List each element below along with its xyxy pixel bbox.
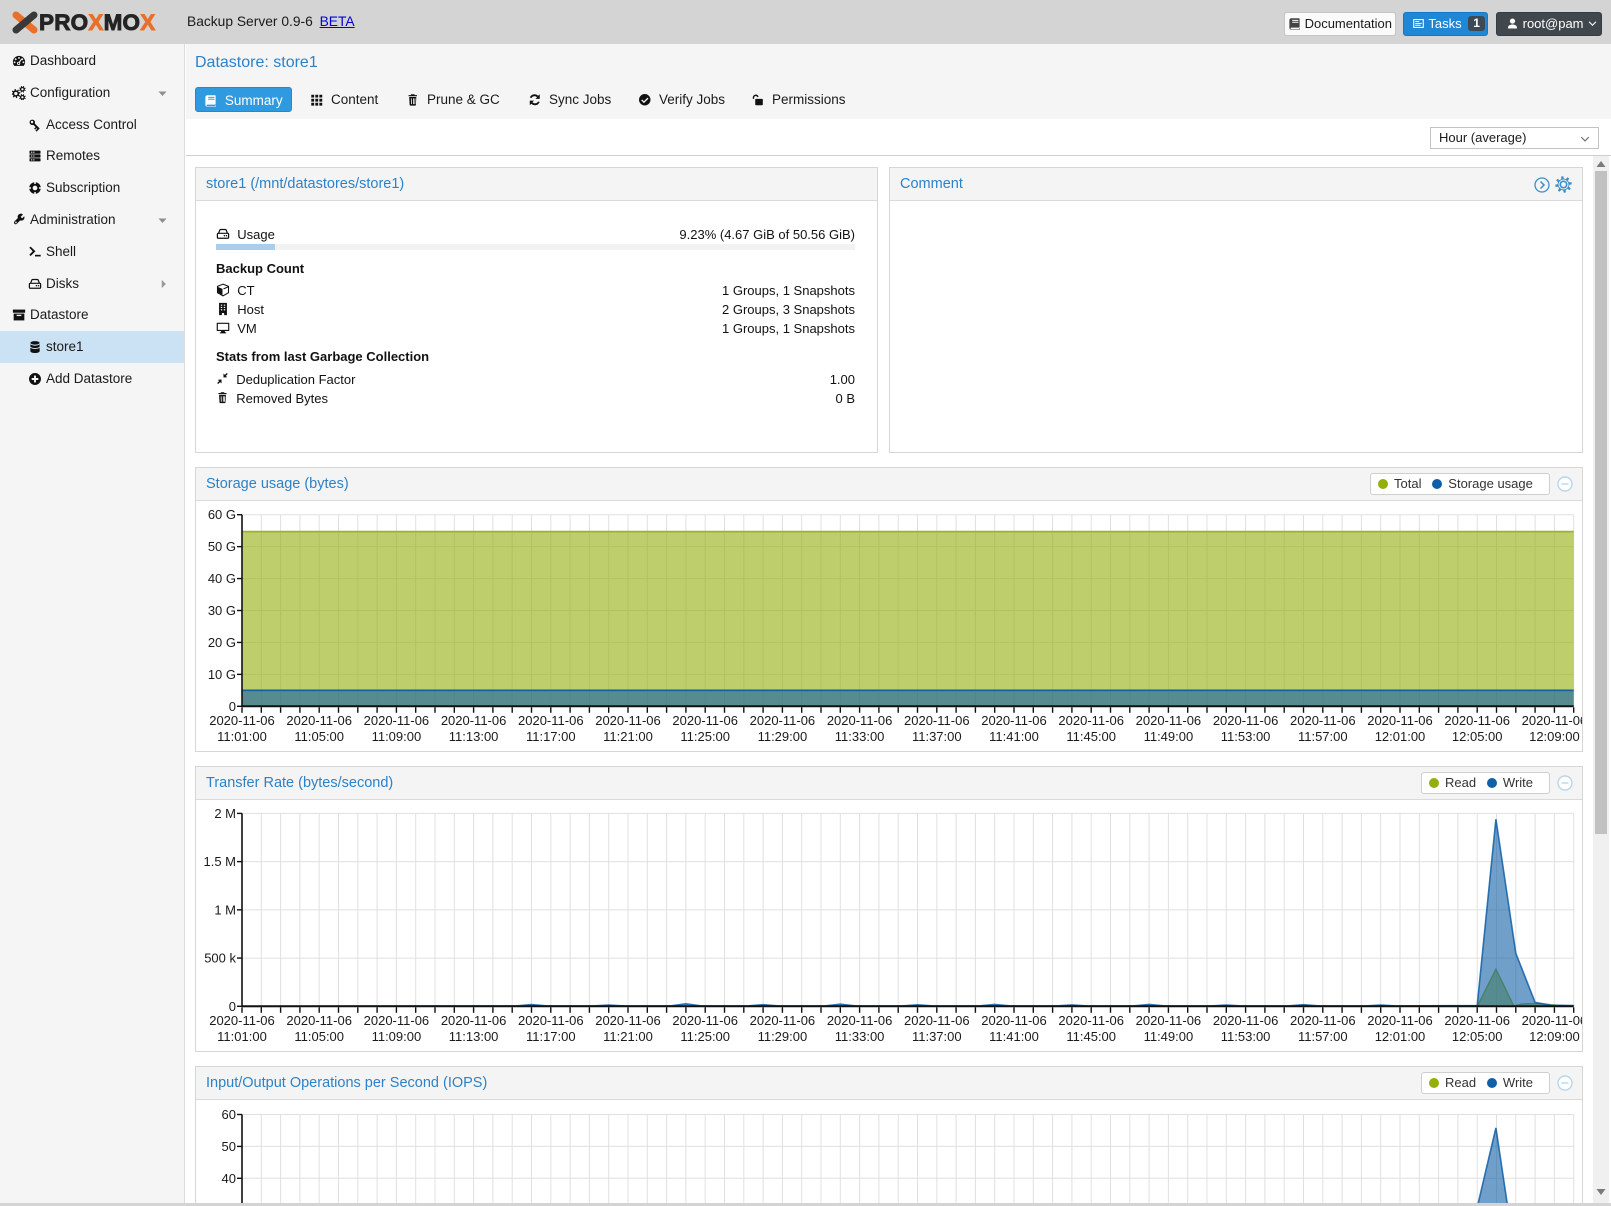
svg-text:11:05:00: 11:05:00 (294, 729, 344, 744)
svg-text:11:49:00: 11:49:00 (1144, 729, 1194, 744)
svg-text:11:57:00: 11:57:00 (1298, 1029, 1348, 1044)
svg-text:11:13:00: 11:13:00 (449, 1029, 499, 1044)
svg-text:2020-11-06: 2020-11-06 (1290, 713, 1356, 728)
svg-text:2020-11-06: 2020-11-06 (1444, 713, 1510, 728)
svg-text:2020-11-06: 2020-11-06 (286, 713, 352, 728)
svg-text:2020-11-06: 2020-11-06 (904, 713, 970, 728)
svg-text:2020-11-06: 2020-11-06 (364, 1013, 430, 1028)
svg-text:11:25:00: 11:25:00 (680, 729, 730, 744)
svg-text:11:57:00: 11:57:00 (1298, 729, 1348, 744)
svg-text:50 G: 50 G (208, 539, 236, 554)
svg-text:11:29:00: 11:29:00 (758, 729, 808, 744)
svg-text:11:49:00: 11:49:00 (1144, 1029, 1194, 1044)
svg-text:2020-11-06: 2020-11-06 (981, 1013, 1047, 1028)
svg-text:60 G: 60 G (208, 507, 236, 522)
svg-text:2020-11-06: 2020-11-06 (750, 1013, 816, 1028)
svg-text:12:01:00: 12:01:00 (1375, 729, 1426, 744)
svg-text:2020-11-06: 2020-11-06 (1136, 713, 1202, 728)
svg-text:2020-11-06: 2020-11-06 (595, 1013, 661, 1028)
svg-text:1.5 M: 1.5 M (203, 854, 236, 869)
svg-text:2020-11-06: 2020-11-06 (1367, 713, 1433, 728)
svg-text:2020-11-06: 2020-11-06 (672, 713, 738, 728)
svg-text:11:53:00: 11:53:00 (1221, 729, 1271, 744)
svg-text:12:05:00: 12:05:00 (1452, 729, 1503, 744)
svg-text:0: 0 (229, 699, 236, 714)
svg-text:11:25:00: 11:25:00 (680, 1029, 730, 1044)
svg-text:11:21:00: 11:21:00 (603, 729, 653, 744)
svg-text:11:53:00: 11:53:00 (1221, 1029, 1271, 1044)
svg-text:2020-11-06: 2020-11-06 (518, 713, 584, 728)
svg-text:2020-11-06: 2020-11-06 (672, 1013, 738, 1028)
svg-text:11:17:00: 11:17:00 (526, 1029, 576, 1044)
svg-text:11:21:00: 11:21:00 (603, 1029, 653, 1044)
svg-text:2020-11-06: 2020-11-06 (1058, 1013, 1124, 1028)
svg-text:10 G: 10 G (208, 667, 236, 682)
svg-text:2020-11-06: 2020-11-06 (518, 1013, 584, 1028)
svg-text:2020-11-06: 2020-11-06 (286, 1013, 352, 1028)
svg-text:11:33:00: 11:33:00 (835, 1029, 885, 1044)
svg-text:2020-11-06: 2020-11-06 (441, 713, 507, 728)
svg-text:2020-11-06: 2020-11-06 (1522, 713, 1582, 728)
svg-text:12:09:00: 12:09:00 (1529, 729, 1580, 744)
svg-text:12:05:00: 12:05:00 (1452, 1029, 1503, 1044)
svg-text:40: 40 (222, 1171, 236, 1186)
svg-text:2020-11-06: 2020-11-06 (827, 713, 893, 728)
svg-text:11:41:00: 11:41:00 (989, 729, 1039, 744)
svg-text:2020-11-06: 2020-11-06 (209, 1013, 275, 1028)
svg-text:11:29:00: 11:29:00 (758, 1029, 808, 1044)
svg-text:11:45:00: 11:45:00 (1066, 1029, 1116, 1044)
svg-text:11:13:00: 11:13:00 (449, 729, 499, 744)
svg-text:11:01:00: 11:01:00 (217, 729, 267, 744)
svg-text:11:45:00: 11:45:00 (1066, 729, 1116, 744)
svg-text:2020-11-06: 2020-11-06 (1058, 713, 1124, 728)
svg-text:2020-11-06: 2020-11-06 (827, 1013, 893, 1028)
svg-text:11:01:00: 11:01:00 (217, 1029, 267, 1044)
svg-text:2020-11-06: 2020-11-06 (1290, 1013, 1356, 1028)
svg-text:40 G: 40 G (208, 571, 236, 586)
svg-text:20 G: 20 G (208, 635, 236, 650)
svg-text:2020-11-06: 2020-11-06 (1522, 1013, 1582, 1028)
svg-text:11:37:00: 11:37:00 (912, 1029, 962, 1044)
svg-text:12:01:00: 12:01:00 (1375, 1029, 1426, 1044)
svg-text:11:41:00: 11:41:00 (989, 1029, 1039, 1044)
svg-text:12:09:00: 12:09:00 (1529, 1029, 1580, 1044)
svg-text:0: 0 (229, 999, 236, 1014)
svg-text:2020-11-06: 2020-11-06 (1136, 1013, 1202, 1028)
svg-text:11:33:00: 11:33:00 (835, 729, 885, 744)
svg-text:2020-11-06: 2020-11-06 (904, 1013, 970, 1028)
svg-text:11:17:00: 11:17:00 (526, 729, 576, 744)
svg-text:11:09:00: 11:09:00 (372, 729, 422, 744)
svg-text:2020-11-06: 2020-11-06 (1213, 1013, 1279, 1028)
svg-text:11:05:00: 11:05:00 (294, 1029, 344, 1044)
svg-text:2020-11-06: 2020-11-06 (1367, 1013, 1433, 1028)
svg-text:2020-11-06: 2020-11-06 (1213, 713, 1279, 728)
svg-text:2020-11-06: 2020-11-06 (981, 713, 1047, 728)
svg-text:2020-11-06: 2020-11-06 (1444, 1013, 1510, 1028)
svg-text:50: 50 (222, 1139, 236, 1154)
svg-text:2020-11-06: 2020-11-06 (364, 713, 430, 728)
svg-text:1 M: 1 M (214, 902, 236, 917)
svg-text:30 G: 30 G (208, 603, 236, 618)
svg-text:2020-11-06: 2020-11-06 (209, 713, 275, 728)
svg-text:11:37:00: 11:37:00 (912, 729, 962, 744)
svg-text:2020-11-06: 2020-11-06 (595, 713, 661, 728)
svg-text:2020-11-06: 2020-11-06 (750, 713, 816, 728)
svg-text:11:09:00: 11:09:00 (372, 1029, 422, 1044)
svg-text:60: 60 (222, 1107, 236, 1122)
svg-text:500 k: 500 k (204, 951, 236, 966)
svg-text:2020-11-06: 2020-11-06 (441, 1013, 507, 1028)
svg-text:2 M: 2 M (214, 806, 236, 821)
